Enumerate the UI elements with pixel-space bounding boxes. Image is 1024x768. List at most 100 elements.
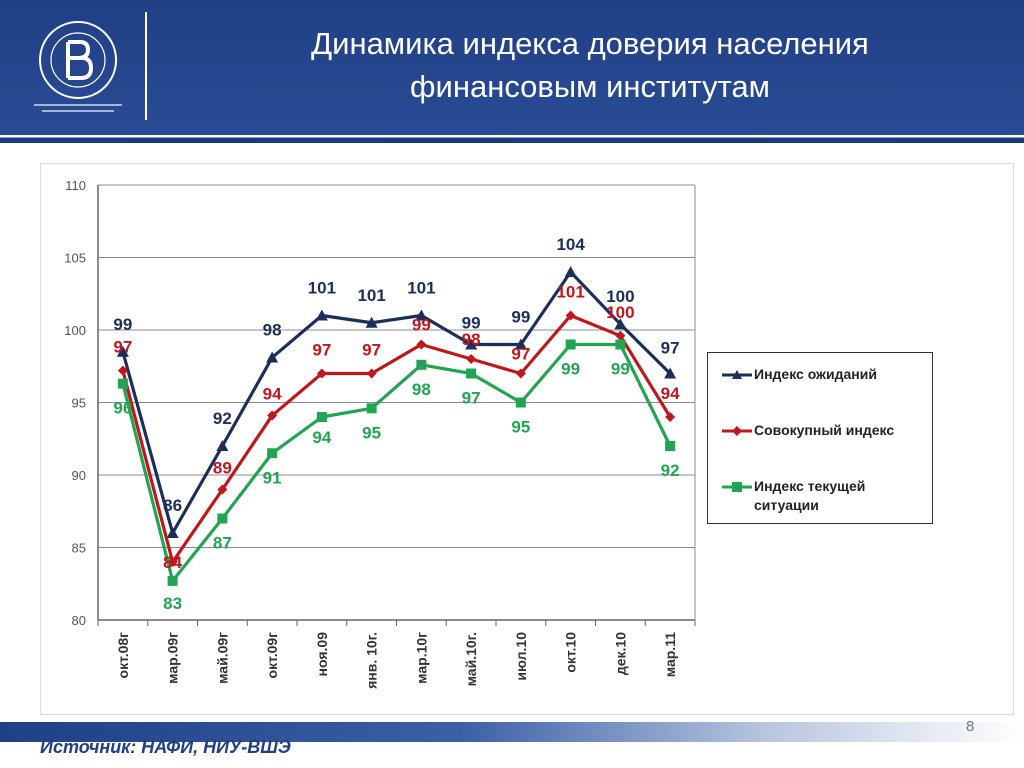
chart-area: 80 85 90 95 100 105 110 окт.08г мар.09г май.09г ок… (40, 163, 1014, 715)
title-line-1: Динамика индекса доверия населения (311, 26, 869, 61)
data-point (515, 368, 526, 379)
legend-item-composite: Совокупный индекс (722, 421, 924, 440)
data-point (416, 339, 427, 350)
footer-band (0, 722, 1024, 742)
y-tick-label: 90 (72, 468, 86, 483)
series-line (121, 313, 672, 564)
y-tick-label: 85 (72, 541, 86, 556)
data-label: 94 (661, 384, 680, 403)
legend-diamond-marker-icon (722, 426, 752, 436)
data-label: 97 (462, 389, 481, 408)
data-point (166, 527, 179, 538)
source-note: Источник: НАФИ, НИУ-ВШЭ (40, 737, 291, 757)
data-label: 97 (113, 338, 132, 357)
legend-label: Индекс текущей ситуации (754, 478, 866, 513)
header-divider (145, 12, 147, 120)
data-point (366, 368, 377, 379)
data-label: 89 (213, 459, 232, 478)
data-point (565, 310, 576, 321)
data-label: 95 (511, 418, 530, 437)
data-label: 97 (362, 341, 381, 360)
chart-legend: Индекс ожиданий Совокупный индекс Индекс… (707, 352, 933, 524)
slide-title: Динамика индекса доверия населения финан… (160, 22, 1020, 108)
series-line (121, 270, 672, 535)
data-label: 99 (412, 316, 431, 335)
data-point (316, 368, 327, 379)
data-label: 94 (312, 428, 331, 447)
x-tick-label: мар.09г (165, 632, 181, 684)
x-tick-label: янв. 10г. (364, 632, 380, 689)
x-tick-label: дек.10 (612, 632, 628, 675)
data-point (266, 351, 279, 363)
y-tick-label: 80 (72, 613, 86, 628)
data-point (117, 378, 128, 389)
x-tick-label: окт.10 (563, 632, 579, 673)
data-label: 98 (263, 321, 282, 340)
data-point (416, 359, 427, 370)
data-label: 92 (213, 409, 232, 428)
data-point (564, 266, 577, 277)
data-point (614, 318, 627, 330)
y-tick-label: 100 (64, 323, 86, 338)
legend-item-expectations: Индекс ожиданий (722, 365, 924, 384)
data-label: 97 (511, 345, 530, 364)
title-line-2: финансовым институтам (410, 69, 770, 104)
data-label: 97 (661, 339, 680, 358)
data-point (267, 448, 278, 459)
data-point (365, 316, 378, 328)
y-tick-label: 105 (64, 251, 86, 266)
data-point (514, 338, 527, 350)
data-label: 98 (462, 330, 481, 349)
university-logo-icon (34, 21, 122, 112)
data-label: 99 (561, 360, 580, 379)
data-label: 104 (556, 235, 585, 254)
data-point (615, 339, 626, 350)
page-number: 8 (966, 718, 975, 735)
data-label: 100 (606, 287, 634, 306)
data-label: 96 (113, 399, 132, 418)
data-point (217, 484, 228, 495)
data-label: 97 (312, 341, 331, 360)
data-point (415, 309, 428, 321)
data-label: 99 (511, 308, 530, 327)
x-tick-label: мар.10г (413, 632, 429, 684)
data-point (665, 441, 676, 451)
data-point (466, 354, 477, 364)
slide-header: Динамика индекса доверия населения финан… (0, 0, 1024, 135)
data-label: 95 (362, 423, 381, 442)
y-tick-label: 95 (72, 396, 86, 411)
data-point (466, 368, 477, 379)
data-label: 84 (163, 553, 182, 572)
data-label: 100 (606, 303, 634, 322)
data-label: 94 (263, 385, 282, 404)
y-tick-label: 110 (65, 178, 86, 193)
data-point (565, 339, 576, 350)
data-label: 101 (556, 283, 584, 302)
data-label: 86 (163, 496, 182, 515)
data-point (665, 412, 676, 422)
x-tick-label: июл.10 (513, 632, 529, 681)
data-point (366, 403, 377, 414)
data-label: 92 (661, 461, 680, 480)
data-label: 91 (263, 468, 282, 487)
data-point (615, 330, 626, 341)
data-point (315, 309, 328, 321)
data-point (216, 440, 229, 451)
x-tick-label: май.10г. (463, 632, 479, 686)
line-chart: 80 85 90 95 100 105 110 окт.08г мар.09г май.09г ок… (40, 163, 1014, 715)
data-label: 87 (213, 534, 232, 553)
data-label: 101 (407, 279, 435, 298)
x-tick-label: мар.11 (662, 632, 678, 677)
x-tick-label: май.09г (214, 632, 230, 684)
x-tick-label: окт.09г (264, 632, 280, 679)
data-point (117, 365, 128, 376)
chart-frame (40, 163, 1014, 715)
legend-triangle-marker-icon (722, 370, 752, 379)
legend-label: Совокупный индекс (754, 422, 895, 438)
data-point (316, 412, 327, 422)
legend-square-marker-icon (722, 482, 752, 492)
x-tick-label: ноя.09 (314, 632, 330, 677)
data-point (116, 345, 129, 357)
data-point (664, 367, 677, 379)
data-label: 101 (308, 279, 336, 298)
